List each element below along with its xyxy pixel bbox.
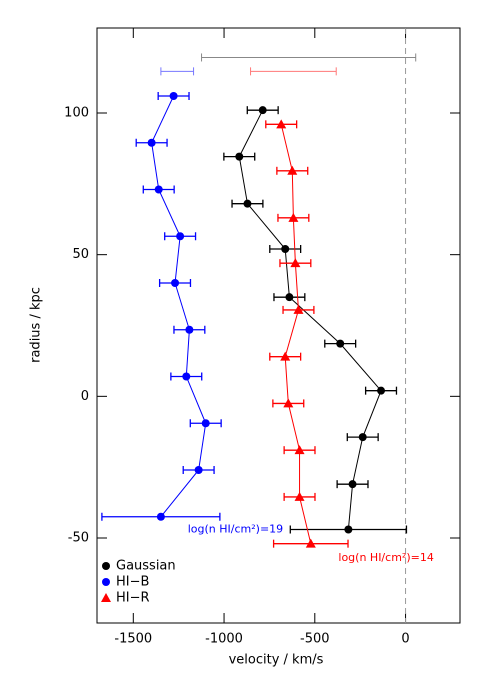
y-tick-label: 100	[64, 106, 89, 121]
series-line	[280, 124, 312, 544]
data-point	[377, 386, 386, 395]
data-point	[185, 325, 194, 334]
data-point	[156, 512, 165, 521]
data-point	[290, 258, 301, 268]
data-point	[288, 212, 299, 222]
reference-bar	[201, 53, 417, 62]
x-axis-label: velocity / km/s	[229, 653, 324, 668]
x-tick-label: -500	[300, 632, 330, 647]
legend-marker	[102, 562, 110, 570]
data-point	[276, 119, 287, 129]
data-point	[281, 245, 290, 253]
data-point	[147, 138, 156, 147]
data-point	[293, 304, 304, 314]
y-tick-label: -50	[68, 531, 89, 546]
series-line	[238, 109, 382, 530]
data-point	[258, 106, 267, 115]
annotation: log(n HI/cm²)=14	[338, 551, 433, 564]
legend-label: Gaussian	[116, 559, 176, 574]
data-point	[280, 351, 291, 361]
data-point	[169, 92, 178, 100]
data-point	[348, 480, 357, 489]
x-tick-label: -1000	[205, 632, 243, 647]
data-point	[305, 538, 316, 548]
data-point	[283, 398, 294, 408]
data-point	[243, 199, 252, 208]
data-point	[294, 445, 305, 455]
data-point	[176, 232, 185, 241]
data-point	[171, 279, 180, 287]
data-point	[182, 372, 191, 381]
x-tick-label: -1500	[114, 632, 152, 647]
plot-frame	[96, 27, 461, 624]
data-point	[201, 419, 210, 428]
y-tick-label: 0	[81, 389, 89, 404]
series-line	[151, 95, 207, 518]
legend-marker	[101, 593, 111, 602]
y-axis-label: radius / kpc	[29, 287, 44, 363]
legend-marker	[102, 578, 110, 586]
data-point	[336, 339, 345, 348]
data-point	[294, 491, 305, 501]
reference-bar	[250, 67, 337, 76]
data-point	[287, 165, 298, 175]
legend-label: HI−B	[116, 575, 149, 590]
data-point	[358, 433, 367, 442]
y-tick-label: 50	[72, 247, 89, 262]
data-point	[285, 293, 294, 302]
data-point	[194, 466, 203, 474]
legend-label: HI−R	[116, 591, 150, 606]
data-point	[235, 152, 244, 161]
reference-bar	[160, 67, 195, 76]
data-point	[344, 525, 353, 534]
x-tick-label: 0	[401, 632, 409, 647]
annotation: log(n HI/cm²)=19	[188, 523, 283, 536]
data-point	[154, 185, 163, 194]
